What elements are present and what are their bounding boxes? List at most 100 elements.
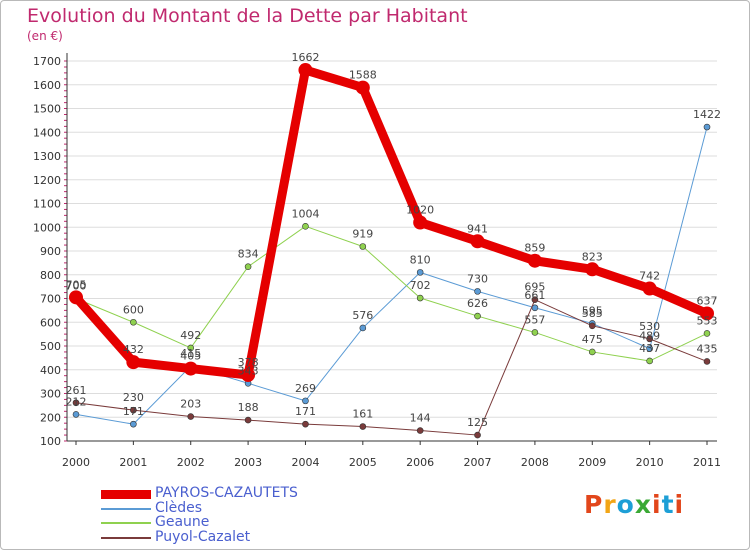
data-label: 637: [697, 294, 718, 307]
data-point: [585, 262, 600, 277]
data-label: 553: [697, 314, 718, 327]
data-point: [646, 335, 653, 343]
data-label: 125: [467, 416, 488, 429]
proxiti-logo: Proxiti: [584, 490, 684, 519]
data-label: 437: [639, 342, 660, 355]
data-point: [700, 306, 714, 321]
logo-letter: x: [634, 490, 652, 519]
data-point: [130, 318, 137, 326]
y-tick-label: 100: [40, 435, 61, 448]
x-tick-label: 2009: [578, 456, 606, 469]
data-label: 585: [582, 307, 603, 320]
data-point: [646, 345, 653, 352]
data-point: [183, 361, 198, 376]
x-tick-label: 2005: [349, 456, 377, 469]
data-label: 1588: [349, 69, 377, 82]
logo-letter: o: [616, 490, 635, 519]
data-label: 171: [123, 405, 144, 418]
x-tick-label: 2000: [62, 456, 90, 469]
data-point: [302, 223, 309, 230]
data-point: [355, 80, 370, 95]
data-label: 742: [639, 270, 660, 283]
data-point: [416, 269, 424, 276]
data-point: [241, 367, 256, 382]
y-tick-label: 900: [40, 245, 61, 258]
data-label: 730: [467, 272, 488, 285]
data-label: 492: [180, 329, 201, 342]
data-label: 378: [238, 356, 259, 369]
data-point: [72, 411, 80, 418]
y-tick-label: 1100: [33, 198, 61, 211]
y-tick-label: 1600: [33, 79, 61, 92]
legend-swatch: [101, 489, 151, 499]
data-label: 600: [123, 303, 144, 316]
logo-letter: P: [584, 490, 604, 519]
y-tick-label: 1000: [33, 221, 61, 234]
data-point: [359, 423, 367, 430]
x-tick-label: 2007: [464, 456, 492, 469]
x-tick-label: 2001: [119, 456, 147, 469]
series-line: [75, 225, 708, 362]
data-point: [69, 290, 83, 305]
data-point: [703, 123, 711, 131]
logo-letter: t: [661, 490, 675, 519]
legend-label: Puyol-Cazalet: [155, 528, 251, 545]
data-label: 435: [697, 342, 718, 355]
data-label: 557: [524, 313, 545, 326]
data-point: [474, 288, 481, 295]
data-label: 343: [238, 364, 259, 377]
data-label: 432: [123, 343, 144, 356]
data-point: [187, 413, 195, 420]
data-point: [130, 420, 137, 428]
x-tick-label: 2002: [177, 456, 205, 469]
y-tick-label: 300: [40, 388, 61, 401]
data-point: [531, 329, 539, 336]
legend-swatch: [101, 536, 151, 539]
series-line: [71, 65, 712, 380]
data-label: 626: [467, 297, 488, 310]
data-point: [244, 263, 252, 270]
data-point: [474, 312, 481, 320]
y-tick-label: 400: [40, 364, 61, 377]
data-point: [130, 406, 137, 414]
y-tick-label: 200: [40, 411, 61, 424]
data-label: 261: [66, 384, 87, 397]
data-point: [302, 420, 309, 428]
data-label: 171: [295, 405, 316, 418]
y-tick-label: 700: [40, 293, 61, 306]
x-tick-label: 2008: [521, 456, 549, 469]
series-line: [75, 299, 708, 436]
data-point: [359, 243, 367, 250]
y-tick-label: 1200: [33, 174, 61, 187]
legend-swatch: [101, 507, 151, 510]
y-tick-label: 800: [40, 269, 61, 282]
data-point: [527, 253, 542, 268]
data-label: 230: [123, 391, 144, 404]
logo-letter: i: [674, 490, 685, 519]
data-point: [416, 427, 424, 434]
y-tick-label: 600: [40, 316, 61, 329]
data-label: 859: [524, 242, 545, 255]
logo-letter: r: [603, 490, 617, 519]
x-tick-label: 2006: [406, 456, 434, 469]
data-label: 661: [524, 289, 545, 302]
data-point: [588, 322, 596, 330]
data-label: 415: [180, 347, 201, 360]
data-label: 1004: [291, 207, 319, 220]
chart-title: Evolution du Montant de la Dette par Hab…: [27, 5, 468, 27]
data-point: [413, 215, 428, 230]
data-label: 695: [524, 281, 545, 294]
y-tick-label: 1300: [33, 150, 61, 163]
data-point: [474, 431, 481, 439]
data-label: 810: [410, 253, 431, 266]
legend-label: Clèdes: [155, 499, 203, 516]
data-label: 161: [352, 408, 373, 421]
data-point: [126, 355, 141, 370]
data-label: 530: [639, 320, 660, 333]
data-label: 823: [582, 250, 603, 263]
y-tick-label: 1700: [33, 55, 61, 68]
logo-letter: i: [652, 490, 662, 519]
data-label: 1422: [693, 108, 721, 121]
x-tick-label: 2011: [693, 456, 721, 469]
